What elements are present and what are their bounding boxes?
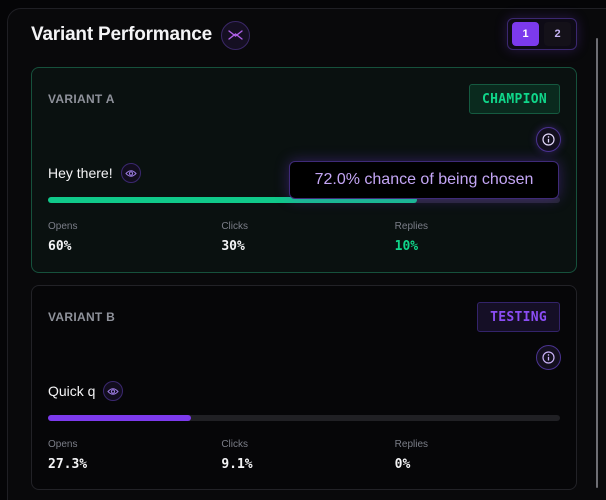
- metrics-row: Opens 60% Clicks 30% Replies 10%: [48, 221, 568, 254]
- progress-track: [48, 415, 560, 421]
- metric-value: 30%: [221, 239, 245, 254]
- metric-clicks: Clicks 9.1%: [221, 439, 394, 472]
- metric-opens: Opens 60%: [48, 221, 221, 254]
- info-icon[interactable]: [536, 127, 561, 152]
- status-badge: TESTING: [477, 302, 560, 332]
- metric-value: 0%: [394, 457, 411, 472]
- subject-text: Quick q: [48, 383, 96, 399]
- metric-opens: Opens 27.3%: [48, 439, 221, 472]
- metric-value: 60%: [48, 239, 72, 254]
- subject-line: Quick q: [48, 381, 124, 401]
- variant-pager: 1 2: [507, 18, 577, 50]
- progress-fill: [48, 197, 417, 203]
- metric-label: Opens: [48, 439, 78, 450]
- metric-label: Clicks: [221, 221, 248, 232]
- subject-line: Hey there!: [48, 163, 141, 183]
- variant-card-b: VARIANT B TESTING Quick q Opens 27.3% Cl…: [31, 285, 577, 490]
- eye-icon[interactable]: [120, 163, 141, 183]
- progress-fill: [48, 415, 192, 421]
- status-badge: CHAMPION: [468, 84, 560, 114]
- metric-label: Replies: [394, 221, 429, 232]
- subject-text: Hey there!: [48, 165, 113, 181]
- metric-label: Clicks: [221, 439, 248, 450]
- metric-replies: Replies 10%: [395, 221, 568, 254]
- metric-label: Replies: [394, 439, 429, 450]
- metric-replies: Replies 0%: [395, 439, 568, 472]
- eye-icon[interactable]: [103, 381, 124, 401]
- progress-track: [48, 197, 560, 203]
- info-icon[interactable]: [536, 345, 561, 370]
- panel-header: Variant Performance: [31, 20, 251, 50]
- page-button-2[interactable]: 2: [544, 22, 571, 46]
- page-button-1[interactable]: 1: [512, 22, 539, 46]
- ab-split-icon[interactable]: [221, 20, 251, 50]
- metric-value: 27.3%: [48, 457, 88, 472]
- probability-tooltip: 72.0% chance of being chosen: [289, 161, 559, 199]
- metric-value: 10%: [394, 239, 419, 254]
- variant-label: VARIANT A: [48, 92, 115, 106]
- variant-label: VARIANT B: [48, 310, 116, 324]
- scrollbar[interactable]: [596, 38, 598, 488]
- metric-label: Opens: [48, 221, 78, 232]
- metric-value: 9.1%: [221, 457, 253, 472]
- metric-clicks: Clicks 30%: [221, 221, 394, 254]
- metrics-row: Opens 27.3% Clicks 9.1% Replies 0%: [48, 439, 568, 472]
- page-title: Variant Performance: [31, 24, 213, 45]
